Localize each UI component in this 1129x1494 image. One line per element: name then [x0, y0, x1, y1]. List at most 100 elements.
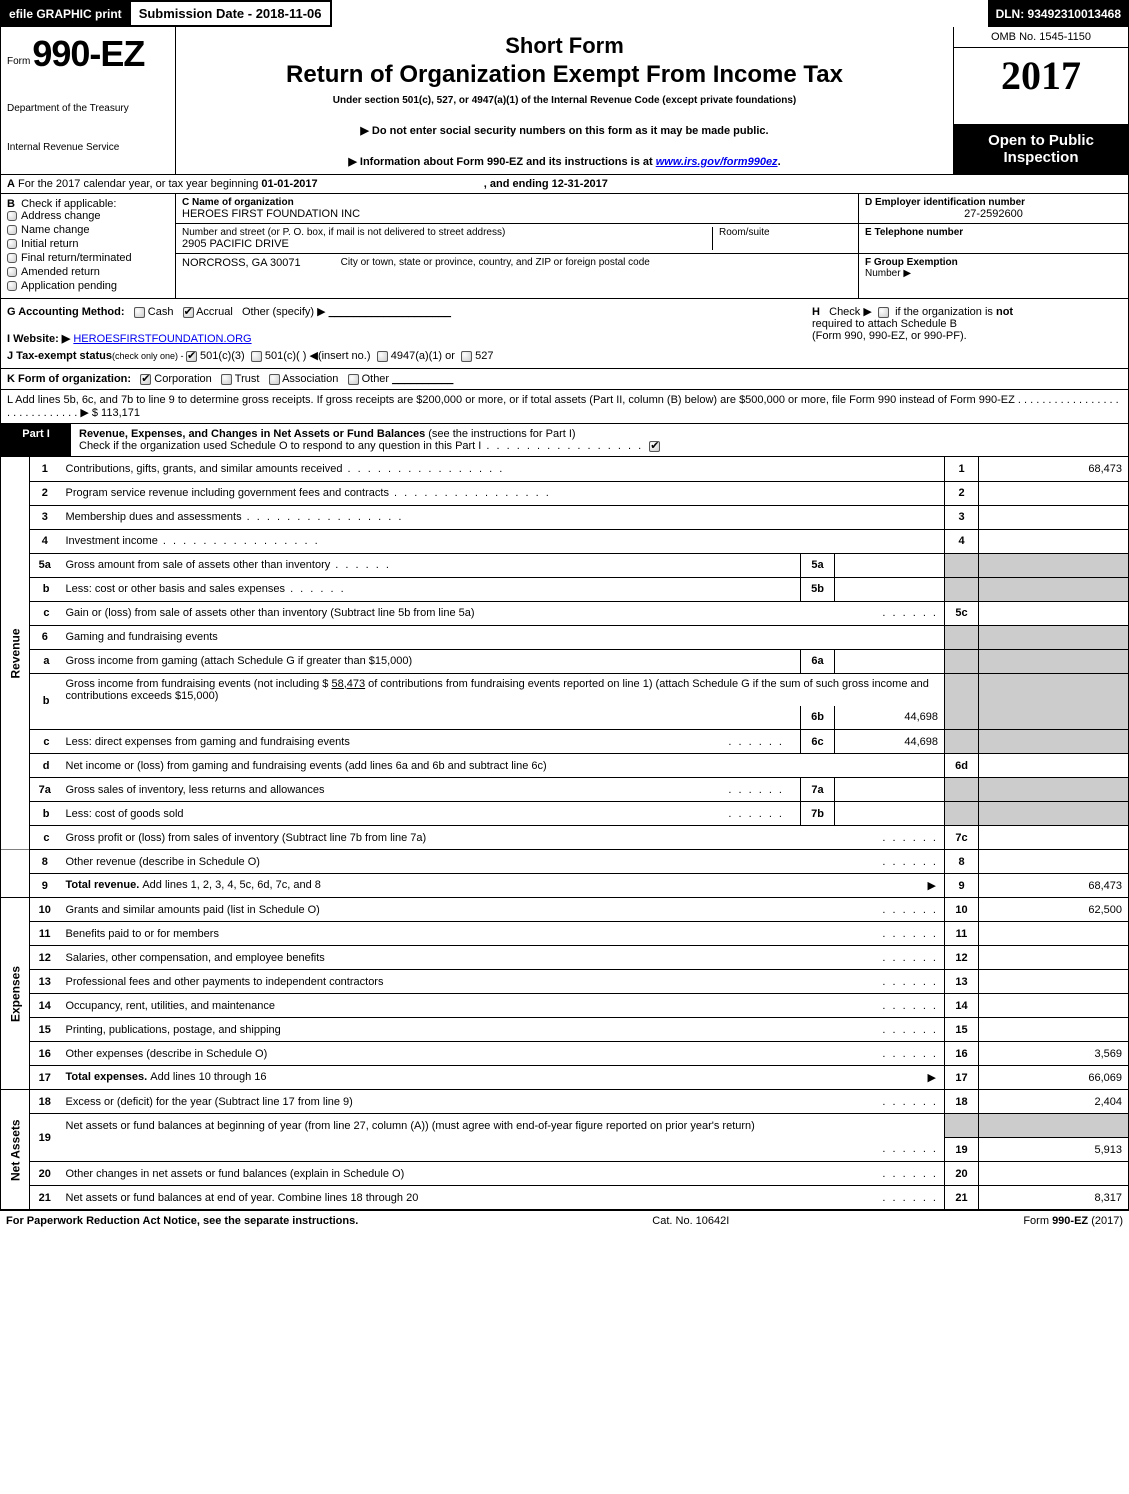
dln: DLN: 93492310013468	[988, 0, 1129, 27]
room-suite: Room/suite	[712, 227, 852, 250]
efile-print-button[interactable]: efile GRAPHIC print	[0, 0, 131, 27]
col-b-head: B Check if applicable:	[7, 198, 169, 210]
checkbox-schedule-b[interactable]	[878, 307, 889, 318]
chk-application-pending: Application pending	[7, 280, 169, 292]
row-k: K Form of organization: Corporation Trus…	[0, 369, 1129, 390]
footer-left: For Paperwork Reduction Act Notice, see …	[6, 1215, 358, 1227]
checkbox-accrual[interactable]	[183, 307, 194, 318]
footer-right: Form 990-EZ (2017)	[1023, 1215, 1123, 1227]
g-side: G Accounting Method: Cash Accrual Other …	[7, 305, 812, 362]
city: NORCROSS, GA 30071	[182, 257, 301, 269]
checkbox-corporation[interactable]	[140, 374, 151, 385]
city-row: NORCROSS, GA 30071 City or town, state o…	[176, 254, 858, 272]
instr-link-pre: ▶ Information about Form 990-EZ and its …	[348, 156, 655, 168]
checkbox-4947[interactable]	[377, 351, 388, 362]
checkbox-icon[interactable]	[7, 253, 17, 263]
omb-number: OMB No. 1545-1150	[954, 27, 1128, 48]
ein-label: D Employer identification number	[865, 197, 1122, 208]
checkbox-cash[interactable]	[134, 307, 145, 318]
form-prefix: Form	[7, 56, 30, 67]
dept-treasury: Department of the Treasury	[7, 103, 169, 114]
expenses-side-label: Expenses	[1, 898, 30, 1090]
submission-date: Submission Date - 2018-11-06	[131, 0, 332, 27]
checkbox-other-org[interactable]	[348, 374, 359, 385]
ein-value: 27-2592600	[865, 208, 1122, 220]
row-a: A For the 2017 calendar year, or tax yea…	[0, 175, 1129, 194]
row-gh: G Accounting Method: Cash Accrual Other …	[0, 299, 1129, 369]
col-c: C Name of organization HEROES FIRST FOUN…	[176, 194, 858, 298]
line10-value: 62,500	[979, 898, 1129, 922]
page-footer: For Paperwork Reduction Act Notice, see …	[0, 1210, 1129, 1231]
checkbox-501c3[interactable]	[186, 351, 197, 362]
street-label: Number and street (or P. O. box, if mail…	[182, 227, 712, 238]
street-row: Number and street (or P. O. box, if mail…	[176, 224, 858, 254]
top-bar: efile GRAPHIC print Submission Date - 20…	[0, 0, 1129, 27]
city-label: City or town, state or province, country…	[341, 257, 650, 269]
row-a-label: A	[7, 178, 15, 190]
street: 2905 PACIFIC DRIVE	[182, 238, 712, 250]
group-exemption-label: F Group Exemption	[865, 257, 1122, 268]
line9-value: 68,473	[979, 874, 1129, 898]
chk-final-return: Final return/terminated	[7, 252, 169, 264]
chk-initial-return: Initial return	[7, 238, 169, 250]
h-side: H Check ▶ if the organization is not req…	[812, 305, 1122, 362]
row-a-begin-date: 01-01-2017	[261, 178, 317, 190]
line19-value: 5,913	[979, 1138, 1129, 1162]
org-name: HEROES FIRST FOUNDATION INC	[182, 208, 360, 220]
open-line1: Open to Public	[958, 132, 1124, 149]
dept-irs: Internal Revenue Service	[7, 142, 169, 153]
chk-amended-return: Amended return	[7, 266, 169, 278]
checkbox-icon[interactable]	[7, 225, 17, 235]
header-right: OMB No. 1545-1150 2017 Open to Public In…	[953, 27, 1128, 174]
checkbox-icon[interactable]	[7, 239, 17, 249]
part1-table: Revenue 1Contributions, gifts, grants, a…	[0, 457, 1129, 1210]
part1-header: Part I Revenue, Expenses, and Changes in…	[0, 424, 1129, 457]
instr-link-line: ▶ Information about Form 990-EZ and its …	[186, 155, 943, 168]
line18-value: 2,404	[979, 1090, 1129, 1114]
row-a-text-mid: , and ending	[484, 178, 552, 190]
website-link[interactable]: HEROESFIRSTFOUNDATION.ORG	[73, 333, 251, 345]
l-amount: $ 113,171	[92, 407, 140, 419]
h-label: H	[812, 306, 820, 318]
k-label: K Form of organization:	[7, 373, 131, 385]
line16-value: 3,569	[979, 1042, 1129, 1066]
footer-catalog: Cat. No. 10642I	[358, 1215, 1023, 1227]
header-center: Short Form Return of Organization Exempt…	[176, 27, 953, 174]
col-def: D Employer identification number 27-2592…	[858, 194, 1128, 298]
netassets-side-label: Net Assets	[1, 1090, 30, 1210]
checkbox-trust[interactable]	[221, 374, 232, 385]
i-label: I Website: ▶	[7, 333, 70, 345]
header-left: Form 990-EZ Department of the Treasury I…	[1, 27, 176, 174]
part1-title: Revenue, Expenses, and Changes in Net As…	[71, 424, 1128, 456]
instr-ssn: ▶ Do not enter social security numbers o…	[186, 124, 943, 137]
open-to-public-box: Open to Public Inspection	[954, 124, 1128, 174]
checkbox-association[interactable]	[269, 374, 280, 385]
checkbox-icon[interactable]	[7, 211, 17, 221]
org-name-row: C Name of organization HEROES FIRST FOUN…	[176, 194, 858, 224]
col-b: B Check if applicable: Address change Na…	[1, 194, 176, 298]
telephone-label: E Telephone number	[865, 227, 1122, 238]
short-form-title: Short Form	[186, 33, 943, 59]
form-header: Form 990-EZ Department of the Treasury I…	[0, 27, 1129, 175]
tax-year: 2017	[954, 48, 1128, 124]
row-a-text-pre: For the 2017 calendar year, or tax year …	[18, 178, 261, 190]
open-line2: Inspection	[958, 149, 1124, 166]
line6c-value: 44,698	[835, 730, 945, 754]
revenue-side-label: Revenue	[1, 457, 30, 850]
group-exemption-row: F Group Exemption Number ▶	[859, 254, 1128, 298]
under-section: Under section 501(c), 527, or 4947(a)(1)…	[186, 95, 943, 106]
instructions-link[interactable]: www.irs.gov/form990ez	[656, 156, 778, 168]
checkbox-501c[interactable]	[251, 351, 262, 362]
checkbox-schedule-o[interactable]	[649, 441, 660, 452]
chk-name-change: Name change	[7, 224, 169, 236]
part1-label: Part I	[1, 424, 71, 456]
g-label: G Accounting Method:	[7, 306, 125, 318]
checkbox-527[interactable]	[461, 351, 472, 362]
checkbox-icon[interactable]	[7, 281, 17, 291]
chk-address-change: Address change	[7, 210, 169, 222]
row-l: L Add lines 5b, 6c, and 7b to line 9 to …	[0, 390, 1129, 424]
telephone-row: E Telephone number	[859, 224, 1128, 254]
j-label: J Tax-exempt status	[7, 350, 112, 362]
ein-row: D Employer identification number 27-2592…	[859, 194, 1128, 224]
checkbox-icon[interactable]	[7, 267, 17, 277]
